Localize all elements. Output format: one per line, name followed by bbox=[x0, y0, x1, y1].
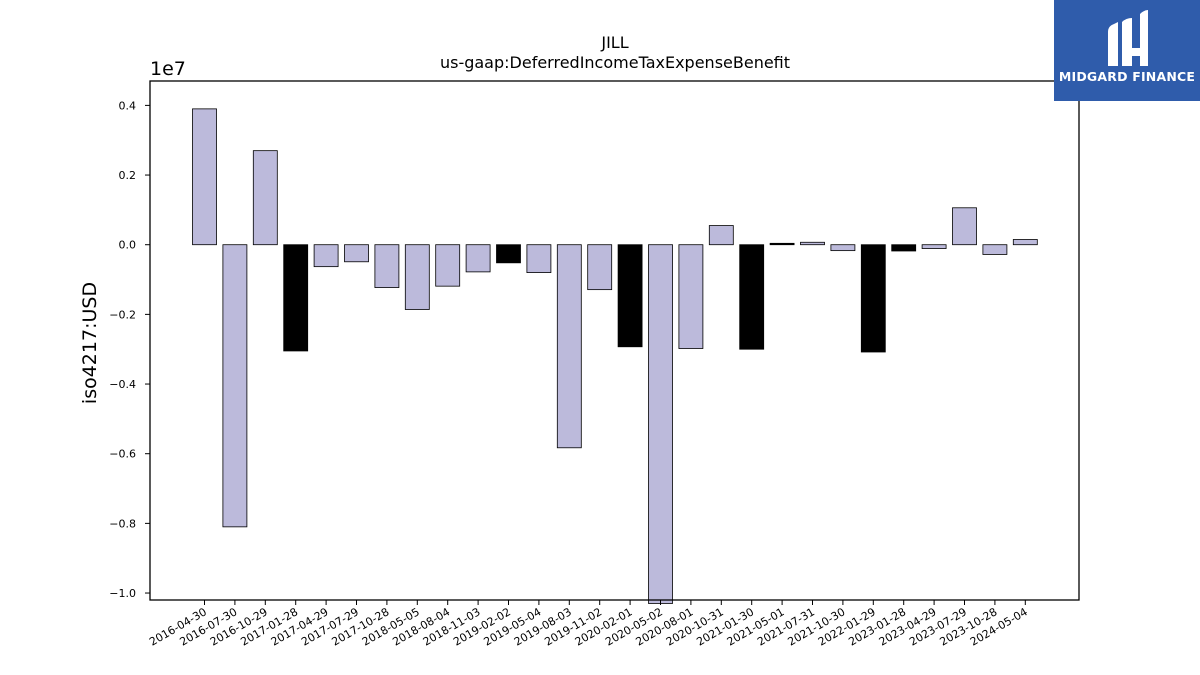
bar-2020-10-31 bbox=[708, 225, 734, 246]
bar-2023-10-28 bbox=[982, 244, 1008, 255]
y-tick-label: −0.2 bbox=[109, 308, 136, 321]
bar-2018-05-05 bbox=[404, 244, 430, 310]
bar-2017-04-29 bbox=[313, 244, 339, 268]
y-tick-label: 0.2 bbox=[119, 169, 137, 182]
chart-subtitle: us-gaap:DeferredIncomeTaxExpenseBenefit bbox=[440, 53, 790, 72]
bar-2024-05-04 bbox=[1012, 239, 1038, 246]
bar-2021-10-30 bbox=[830, 244, 856, 252]
y-tick-label: −0.4 bbox=[109, 378, 136, 391]
bar-2023-04-29 bbox=[921, 244, 947, 249]
bar-2020-02-01 bbox=[617, 244, 643, 348]
bar-2022-01-29 bbox=[860, 244, 886, 353]
bar-2017-07-29 bbox=[344, 244, 369, 263]
y-tick-label: −0.6 bbox=[109, 448, 136, 461]
logo-text: MIDGARD FINANCE bbox=[1058, 69, 1196, 84]
y-tick-label: 0.4 bbox=[119, 99, 137, 112]
y-ticks: −1.0 −0.8 −0.6 −0.4 −0.2 0.0 0.2 0.4 bbox=[109, 99, 150, 600]
plot-frame bbox=[149, 80, 1080, 601]
bar-2016-04-30 bbox=[192, 108, 217, 246]
bars-layer bbox=[192, 108, 1038, 604]
y-multiplier-label: 1e7 bbox=[150, 58, 186, 80]
x-ticks: 2016-04-302016-07-302016-10-292017-01-28… bbox=[147, 600, 1030, 649]
bar-2016-07-30 bbox=[222, 244, 248, 528]
y-axis-label: iso4217:USD bbox=[79, 282, 101, 404]
bar-2021-05-01 bbox=[769, 242, 795, 246]
midgard-finance-logo: MIDGARD FINANCE bbox=[1054, 0, 1200, 101]
bar-2021-01-30 bbox=[739, 244, 765, 350]
bar-2017-10-28 bbox=[374, 244, 400, 288]
bar-2020-08-01 bbox=[678, 244, 704, 349]
bar-2023-07-29 bbox=[952, 207, 977, 246]
bar-2021-07-31 bbox=[800, 241, 825, 246]
logo-mark-icon bbox=[1108, 10, 1148, 66]
bar-2019-08-03 bbox=[556, 244, 582, 449]
chart-title: JILL bbox=[600, 33, 628, 52]
bar-2018-11-03 bbox=[465, 244, 491, 273]
y-tick-label: 0.0 bbox=[119, 239, 137, 252]
bar-2016-10-29 bbox=[252, 150, 278, 246]
y-tick-label: −1.0 bbox=[109, 587, 136, 600]
bar-2019-02-02 bbox=[496, 244, 521, 264]
bar-2018-08-04 bbox=[435, 244, 461, 287]
bar-2019-11-02 bbox=[587, 244, 613, 291]
y-tick-label: −0.8 bbox=[109, 517, 136, 530]
bar-2020-05-02 bbox=[648, 244, 673, 604]
bar-2023-01-28 bbox=[891, 244, 917, 252]
bar-2019-05-04 bbox=[526, 244, 552, 273]
bar-2017-01-28 bbox=[283, 244, 309, 352]
